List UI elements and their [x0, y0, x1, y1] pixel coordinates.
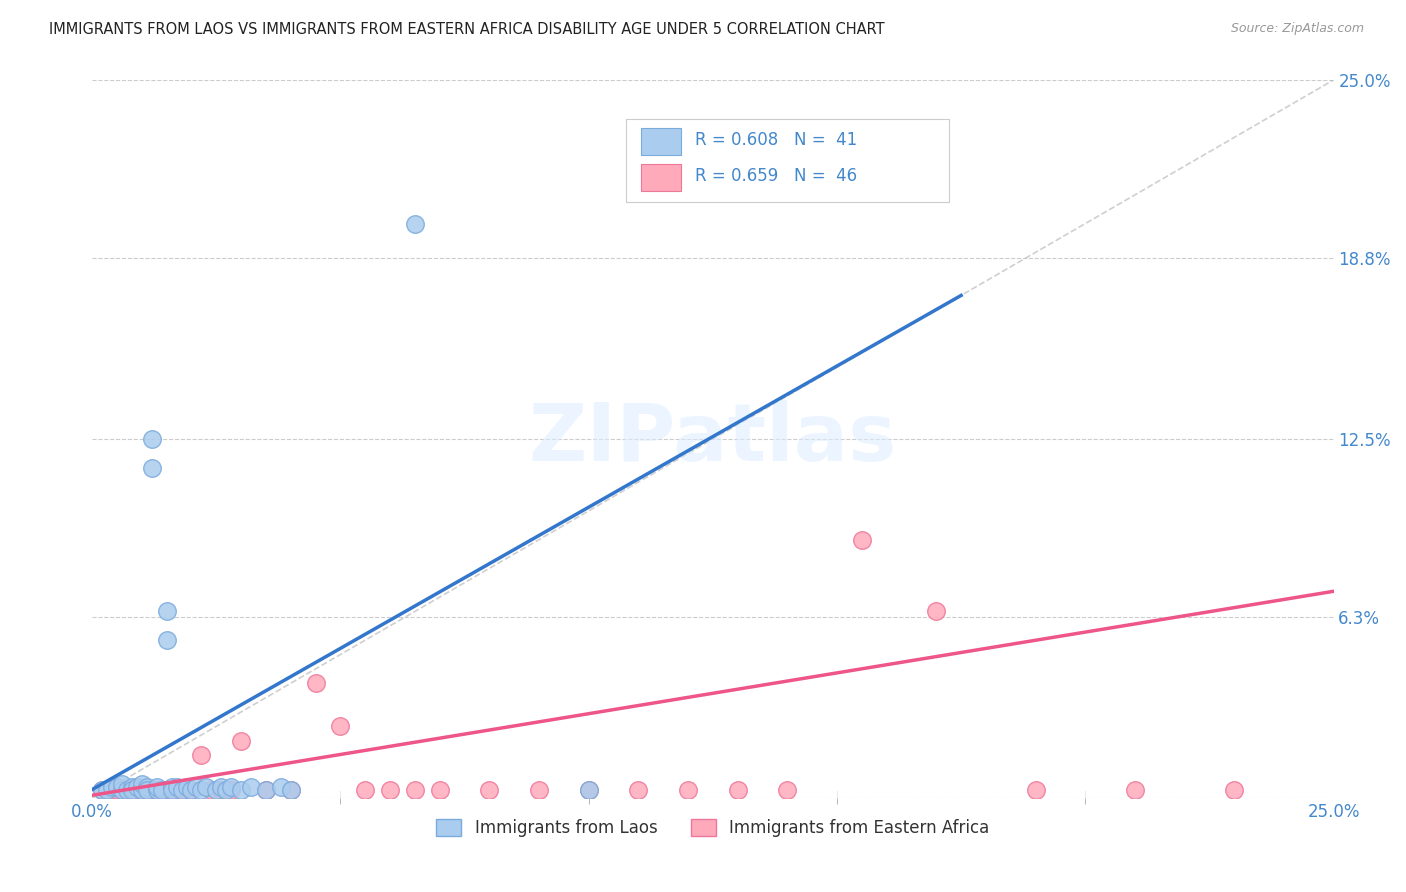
- Point: [231, 782, 253, 797]
- Point: [91, 782, 114, 797]
- Point: [145, 782, 167, 797]
- Point: [190, 747, 212, 762]
- Point: [135, 780, 157, 794]
- Text: Source: ZipAtlas.com: Source: ZipAtlas.com: [1230, 22, 1364, 36]
- Point: [170, 782, 193, 797]
- Point: [280, 782, 302, 797]
- Point: [131, 782, 153, 797]
- Point: [141, 460, 163, 475]
- Point: [1123, 782, 1146, 797]
- Point: [166, 780, 188, 794]
- Point: [111, 777, 134, 791]
- Bar: [641, 128, 681, 155]
- Point: [215, 782, 238, 797]
- Point: [135, 782, 157, 797]
- Point: [280, 782, 302, 797]
- Point: [231, 733, 253, 747]
- Point: [125, 780, 148, 794]
- Point: [160, 780, 183, 794]
- Point: [254, 782, 277, 797]
- Point: [125, 782, 148, 797]
- Point: [156, 633, 179, 648]
- Point: [195, 780, 218, 794]
- Point: [527, 782, 550, 797]
- Point: [150, 782, 173, 797]
- Point: [478, 782, 501, 797]
- Text: IMMIGRANTS FROM LAOS VS IMMIGRANTS FROM EASTERN AFRICA DISABILITY AGE UNDER 5 CO: IMMIGRANTS FROM LAOS VS IMMIGRANTS FROM …: [49, 22, 884, 37]
- Point: [176, 782, 198, 797]
- Point: [141, 782, 163, 797]
- Point: [190, 782, 212, 797]
- Point: [219, 782, 242, 797]
- Point: [145, 780, 167, 794]
- Point: [404, 782, 426, 797]
- Point: [676, 782, 699, 797]
- Point: [578, 782, 600, 797]
- Point: [627, 782, 650, 797]
- Point: [121, 782, 143, 797]
- Point: [121, 780, 143, 794]
- Point: [115, 782, 138, 797]
- Point: [131, 782, 153, 797]
- Point: [329, 719, 352, 733]
- Point: [105, 780, 128, 794]
- Point: [141, 432, 163, 446]
- Point: [135, 782, 157, 797]
- Point: [404, 217, 426, 231]
- Point: [205, 782, 228, 797]
- Point: [254, 782, 277, 797]
- Point: [91, 782, 114, 797]
- Point: [160, 782, 183, 797]
- Point: [219, 780, 242, 794]
- Bar: [641, 164, 681, 191]
- Point: [240, 780, 263, 794]
- Point: [160, 782, 183, 797]
- Point: [111, 782, 134, 797]
- Point: [101, 782, 124, 797]
- Text: R = 0.659   N =  46: R = 0.659 N = 46: [696, 167, 858, 185]
- Point: [166, 782, 188, 797]
- Point: [186, 780, 208, 794]
- Point: [270, 780, 292, 794]
- Bar: [626, 120, 949, 202]
- Point: [1025, 782, 1047, 797]
- Point: [131, 777, 153, 791]
- Legend: Immigrants from Laos, Immigrants from Eastern Africa: Immigrants from Laos, Immigrants from Ea…: [430, 813, 995, 844]
- Point: [101, 780, 124, 794]
- Point: [170, 782, 193, 797]
- Point: [378, 782, 401, 797]
- Point: [776, 782, 799, 797]
- Point: [209, 780, 232, 794]
- Text: R = 0.608   N =  41: R = 0.608 N = 41: [696, 131, 858, 149]
- Point: [354, 782, 377, 797]
- Point: [180, 782, 202, 797]
- Point: [304, 676, 326, 690]
- Point: [121, 782, 143, 797]
- Text: ZIPatlas: ZIPatlas: [529, 400, 897, 478]
- Point: [115, 782, 138, 797]
- Point: [145, 782, 167, 797]
- Point: [156, 782, 179, 797]
- Point: [96, 782, 118, 797]
- Point: [180, 782, 202, 797]
- Point: [96, 782, 118, 797]
- Point: [727, 782, 749, 797]
- Point: [429, 782, 451, 797]
- Point: [150, 782, 173, 797]
- Point: [156, 604, 179, 618]
- Point: [851, 533, 873, 547]
- Point: [176, 780, 198, 794]
- Point: [200, 782, 222, 797]
- Point: [111, 782, 134, 797]
- Point: [209, 782, 232, 797]
- Point: [925, 604, 948, 618]
- Point: [105, 782, 128, 797]
- Point: [578, 782, 600, 797]
- Point: [115, 782, 138, 797]
- Point: [1223, 782, 1246, 797]
- Point: [131, 782, 153, 797]
